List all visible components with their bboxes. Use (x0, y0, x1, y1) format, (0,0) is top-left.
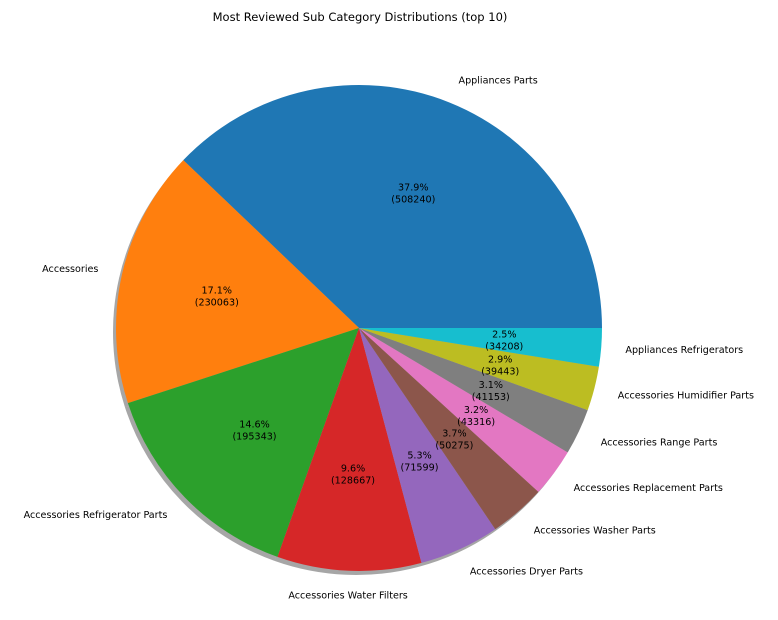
slice-accessories-washer-parts (359, 328, 539, 530)
slice-value-accessories-water-filters: (128667) (331, 476, 375, 487)
slice-accessories-refrigerator-parts (127, 328, 359, 557)
slice-value-accessories-washer-parts: (50275) (435, 440, 473, 451)
chart-title: Most Reviewed Sub Category Distributions… (213, 10, 508, 24)
slice-label-accessories-refrigerator-parts: Accessories Refrigerator Parts (24, 510, 168, 521)
slice-label-accessories: Accessories (42, 264, 98, 275)
slice-percent-accessories-replacement-parts: 3.2% (464, 405, 488, 416)
slice-percent-appliances-parts: 37.9% (398, 183, 428, 194)
slice-value-accessories-refrigerator-parts: (195343) (232, 432, 276, 443)
pie-labels: Appliances Parts 37.9%(508240) Accessories… (24, 75, 754, 601)
slice-label-accessories-range-parts: Accessories Range Parts (601, 438, 718, 449)
slice-value-appliances-parts: (508240) (391, 195, 435, 206)
slice-label-accessories-humidifier-parts: Accessories Humidifier Parts (618, 390, 754, 401)
slice-label-appliances-parts: Appliances Parts (459, 75, 538, 86)
slice-percent-appliances-refrigerators: 2.5% (492, 330, 516, 341)
slice-percent-accessories-water-filters: 9.6% (341, 464, 365, 475)
slice-value-appliances-refrigerators: (34208) (485, 342, 523, 353)
slice-accessories-water-filters (277, 328, 422, 571)
pie-slices (115, 85, 603, 571)
slice-label-accessories-water-filters: Accessories Water Filters (288, 591, 407, 602)
slice-accessories-dryer-parts (359, 328, 496, 563)
slice-percent-accessories-humidifier-parts: 2.9% (488, 354, 512, 365)
slice-appliances-parts (183, 85, 603, 329)
slice-accessories-replacement-parts (359, 328, 568, 492)
slice-value-accessories-range-parts: (41153) (472, 392, 510, 403)
slice-label-appliances-refrigerators: Appliances Refrigerators (625, 345, 743, 356)
slice-percent-accessories-dryer-parts: 5.3% (407, 451, 431, 462)
slice-percent-accessories-range-parts: 3.1% (479, 380, 503, 391)
slice-value-accessories-dryer-parts: (71599) (400, 463, 438, 474)
slice-value-accessories-replacement-parts: (43316) (457, 417, 495, 428)
slice-value-accessories: (230063) (195, 298, 239, 309)
slice-appliances-refrigerators (359, 328, 602, 367)
slice-percent-accessories: 17.1% (202, 286, 232, 297)
slice-accessories-range-parts (359, 328, 588, 453)
slice-label-accessories-dryer-parts: Accessories Dryer Parts (470, 567, 583, 578)
slice-value-accessories-humidifier-parts: (39443) (481, 366, 519, 377)
slice-label-accessories-replacement-parts: Accessories Replacement Parts (574, 483, 723, 494)
slice-accessories (115, 160, 360, 404)
slice-percent-accessories-washer-parts: 3.7% (442, 428, 466, 439)
slice-label-accessories-washer-parts: Accessories Washer Parts (534, 526, 656, 537)
slice-accessories-humidifier-parts (359, 328, 599, 411)
slice-percent-accessories-refrigerator-parts: 14.6% (239, 420, 269, 431)
